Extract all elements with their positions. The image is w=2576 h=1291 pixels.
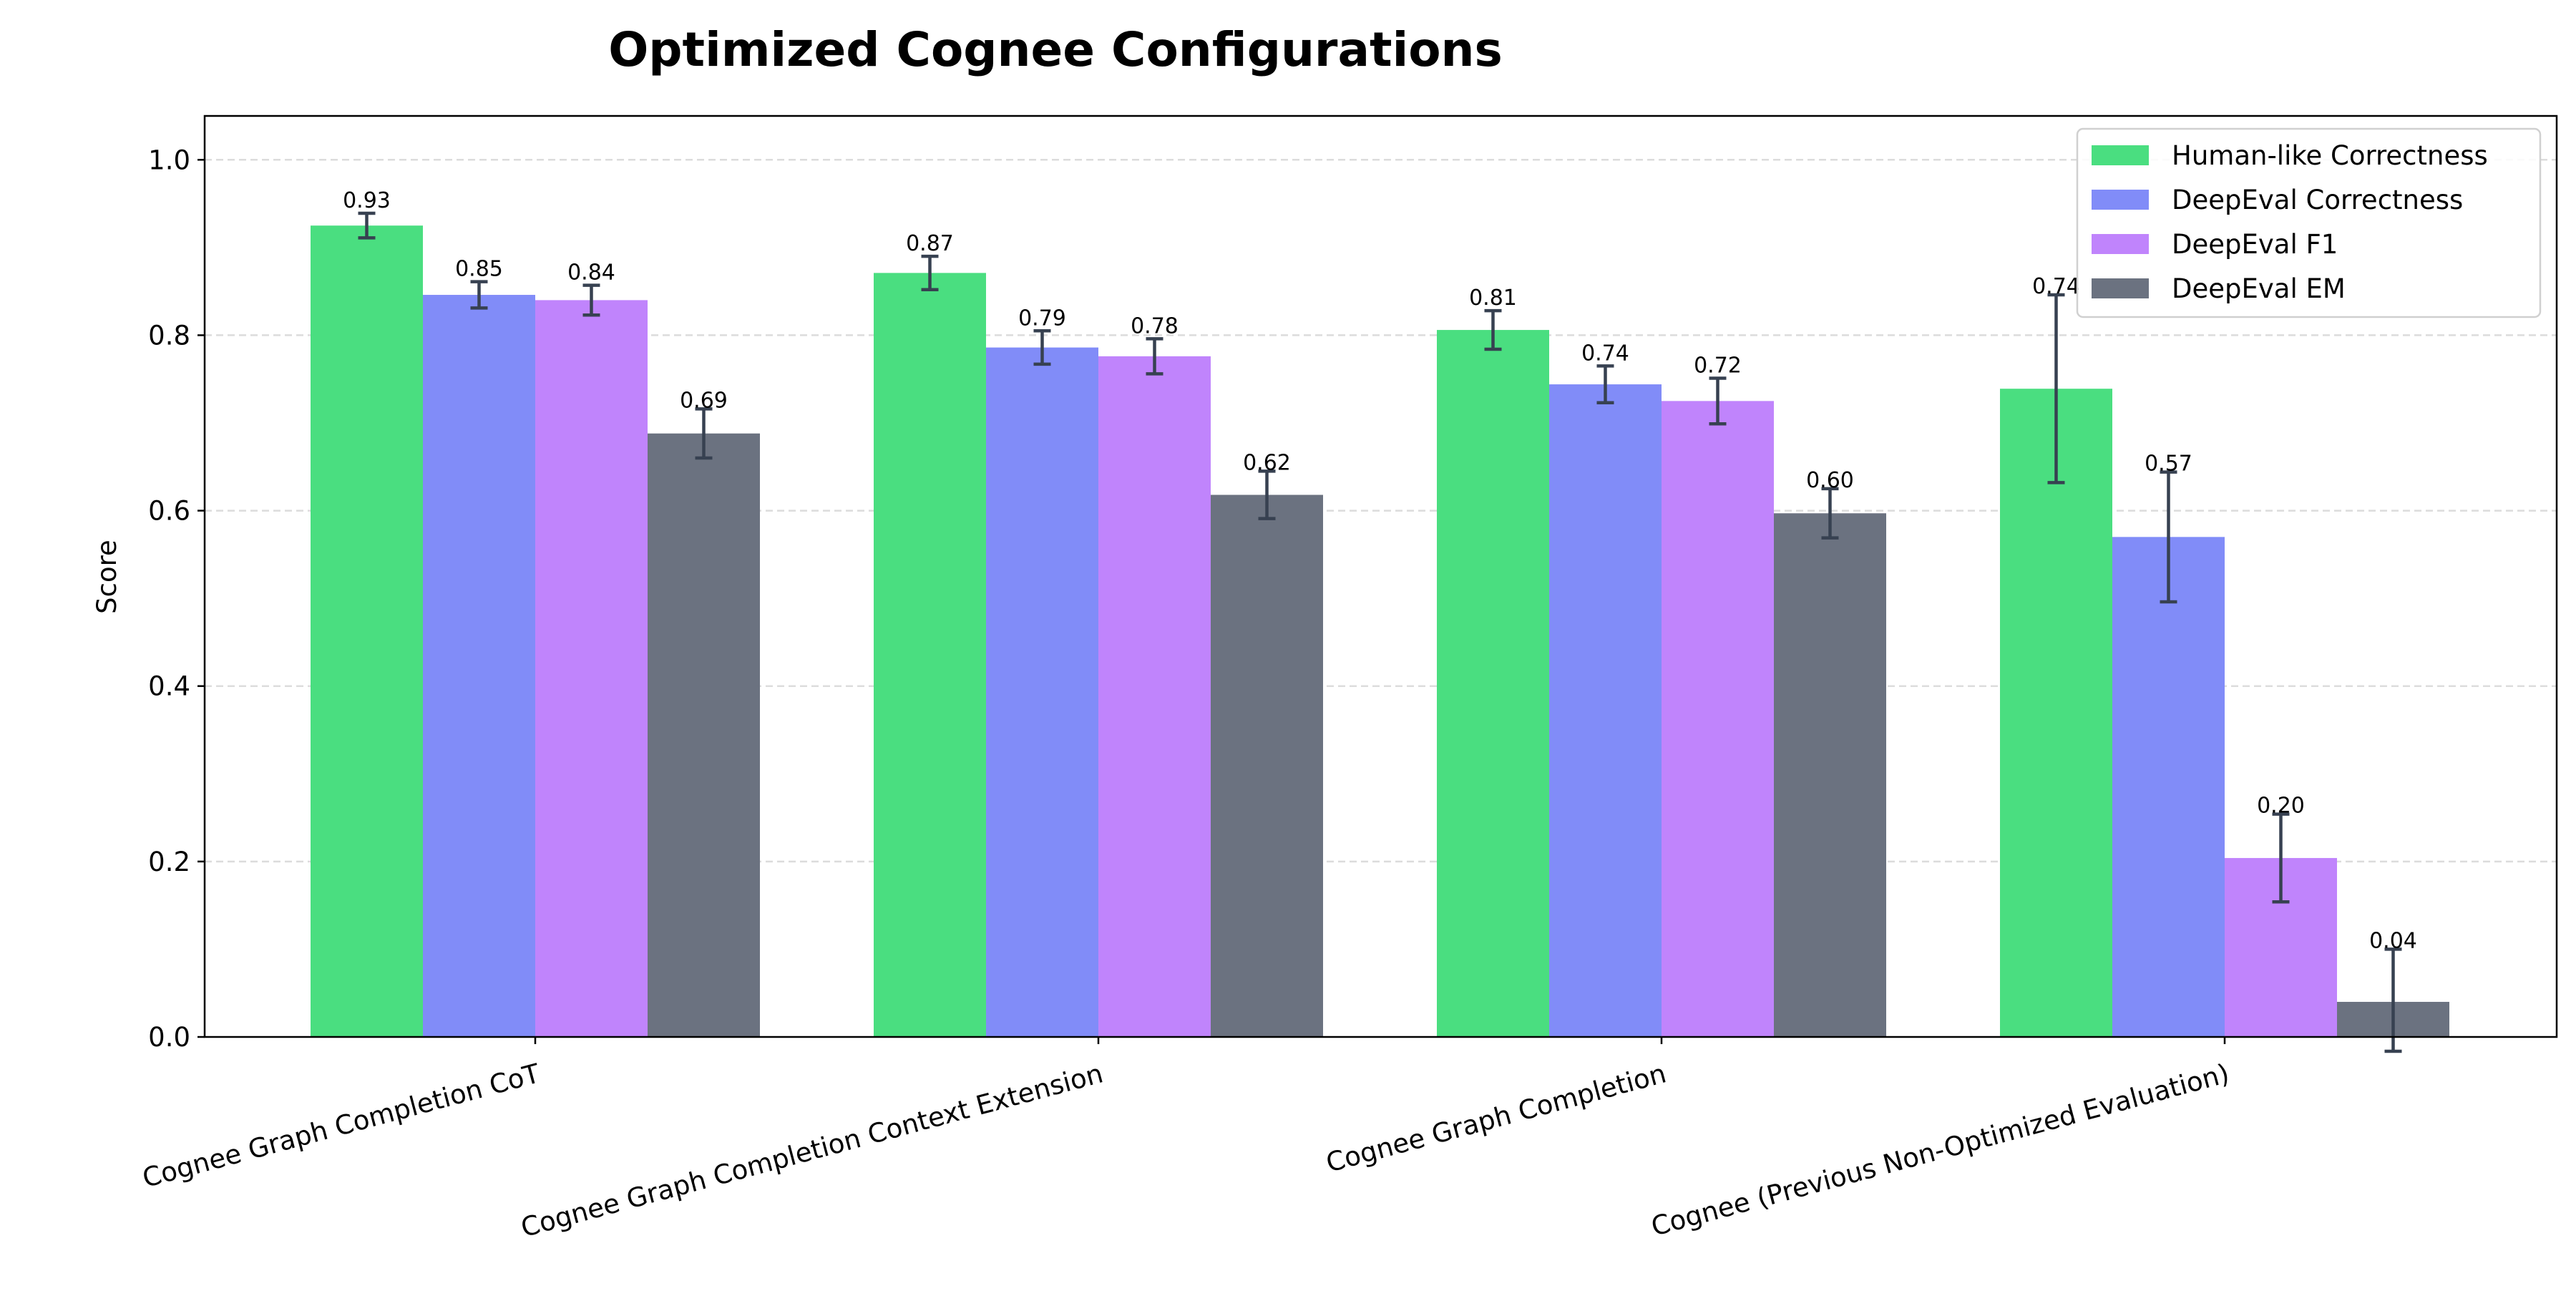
value-label: 0.04 — [2369, 928, 2417, 953]
bar — [1437, 330, 1549, 1037]
plot-frame — [203, 115, 2558, 1038]
legend-box — [2076, 127, 2542, 318]
y-tick-label: 0.6 — [148, 496, 190, 527]
legend-swatch — [2092, 145, 2149, 165]
legend-label: DeepEval Correctness — [2172, 185, 2463, 215]
x-tick-label: Cognee Graph Completion — [1323, 1058, 1669, 1178]
value-label: 0.93 — [343, 188, 391, 213]
value-label: 0.20 — [2257, 794, 2305, 819]
y-axis-label: Score — [92, 540, 122, 614]
bar — [1098, 356, 1211, 1037]
bar — [535, 300, 648, 1037]
legend-label: DeepEval EM — [2172, 273, 2346, 304]
bar — [874, 273, 986, 1038]
legend-label: Human-like Correctness — [2172, 140, 2488, 171]
value-label: 0.85 — [455, 257, 503, 282]
bar — [1211, 495, 1323, 1037]
bar — [986, 347, 1098, 1037]
y-tick-label: 0.8 — [148, 320, 190, 351]
x-tick-label: Cognee Graph Completion Context Extensio… — [517, 1058, 1106, 1243]
value-label: 0.57 — [2145, 452, 2192, 477]
bar — [311, 225, 423, 1037]
legend-swatch — [2092, 278, 2149, 298]
legend-label: DeepEval F1 — [2172, 229, 2338, 260]
value-label: 0.72 — [1694, 353, 1742, 378]
bar — [2112, 537, 2225, 1037]
legend-swatch — [2092, 190, 2149, 210]
value-label: 0.74 — [1581, 341, 1629, 366]
value-label: 0.62 — [1243, 450, 1291, 475]
bar — [648, 433, 760, 1037]
y-tick-label: 0.2 — [148, 847, 190, 877]
y-tick-label: 0.0 — [148, 1022, 190, 1053]
x-tick-label: Cognee Graph Completion CoT — [140, 1058, 544, 1194]
value-label: 0.87 — [906, 231, 954, 256]
bar — [1662, 401, 1774, 1037]
value-label: 0.74 — [2032, 274, 2080, 299]
chart-title: Optimized Cognee Configurations — [608, 22, 1503, 77]
legend-swatch — [2092, 234, 2149, 254]
bar — [423, 295, 535, 1038]
value-label: 0.78 — [1131, 313, 1179, 338]
value-label: 0.79 — [1018, 306, 1066, 331]
y-tick-label: 0.4 — [148, 671, 190, 702]
legend: Human-like Correctness DeepEval Correctne… — [2076, 127, 2542, 318]
y-tick-label: 1.0 — [148, 145, 190, 175]
value-label: 0.69 — [680, 388, 728, 413]
bar — [1549, 384, 1662, 1037]
bar — [1774, 513, 1886, 1037]
value-label: 0.81 — [1469, 286, 1517, 311]
x-tick-label: Cognee (Previous Non-Optimized Evaluatio… — [1648, 1058, 2233, 1242]
value-label: 0.84 — [567, 260, 615, 286]
value-label: 0.60 — [1806, 468, 1854, 493]
bar — [2000, 389, 2112, 1037]
